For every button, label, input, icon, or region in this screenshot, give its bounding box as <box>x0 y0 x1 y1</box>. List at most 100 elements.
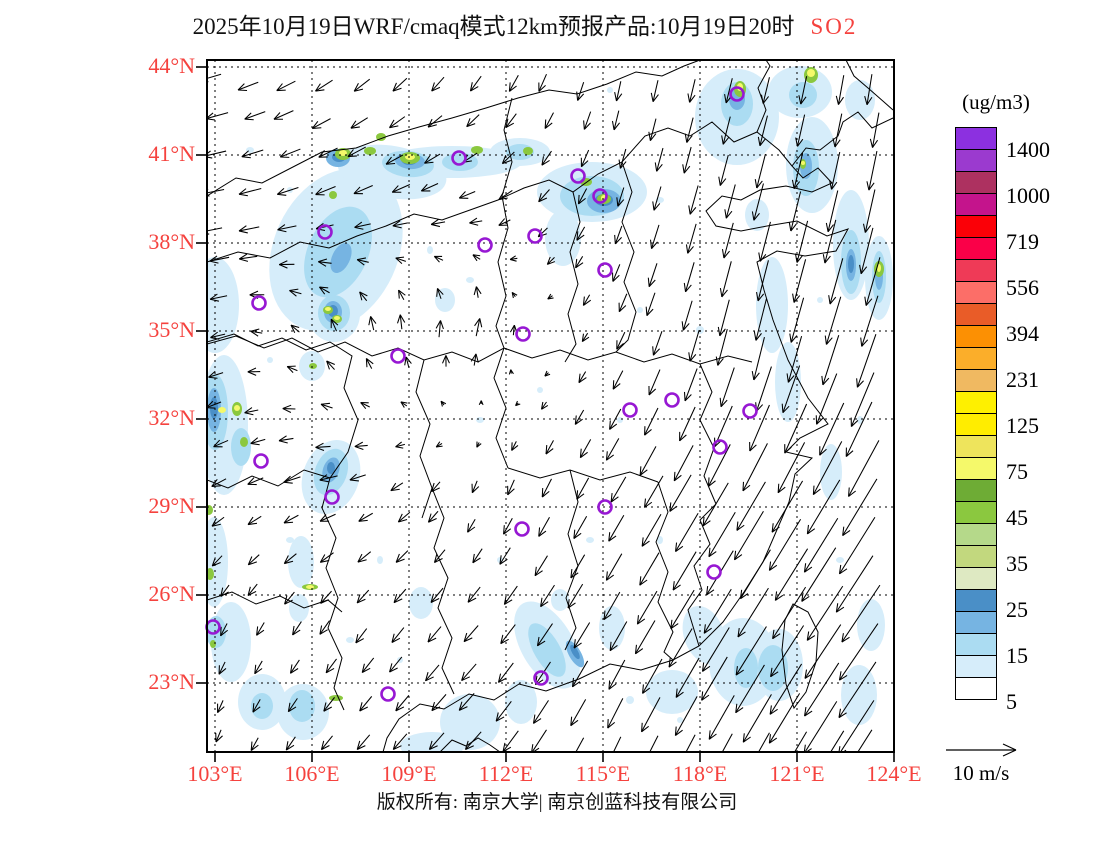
wind-arrow <box>574 409 585 425</box>
arrow-head <box>355 638 364 644</box>
arrow-head <box>250 330 259 337</box>
wind-arrow <box>857 729 873 752</box>
border-path <box>495 97 513 349</box>
arrow-head <box>315 222 324 230</box>
arrow-head <box>319 629 328 635</box>
arrow-head <box>425 676 434 682</box>
arrow-head <box>612 274 620 282</box>
arrow-head <box>683 165 691 174</box>
wind-arrow <box>247 583 258 596</box>
wind-arrow <box>570 699 587 726</box>
arrow-head <box>757 293 765 302</box>
wind-arrow <box>570 554 586 579</box>
wind-arrow <box>398 511 411 523</box>
arrow-head <box>688 352 691 362</box>
wind-arrow <box>430 587 444 603</box>
wind-arrow <box>356 734 371 750</box>
arrow-head <box>471 486 480 494</box>
wind-arrow <box>459 190 476 199</box>
arrow-head <box>573 642 582 649</box>
wind-arrow <box>392 77 408 92</box>
arrow-head <box>290 324 296 333</box>
arrow-head <box>386 162 396 165</box>
arrow-head <box>395 257 403 264</box>
wind-arrow <box>648 369 661 396</box>
wind-arrow <box>648 263 658 287</box>
arrow-head <box>838 564 842 574</box>
wind-arrow <box>646 292 656 316</box>
wind-arrow <box>213 439 229 448</box>
arrow-head <box>247 516 254 525</box>
arrow-head <box>829 180 833 190</box>
border-path <box>845 60 894 111</box>
arrow-head <box>573 639 576 649</box>
wind-arrow <box>653 186 662 211</box>
so2-patch <box>656 197 664 203</box>
arrow-head <box>239 258 249 262</box>
arrow-head <box>249 290 259 296</box>
arrow-head <box>749 444 757 452</box>
arrow-head <box>643 498 646 508</box>
wind-arrow <box>575 256 584 269</box>
wind-arrow <box>359 696 373 712</box>
wind-arrow <box>639 552 660 586</box>
arrow-head <box>796 255 803 263</box>
arrow-head <box>787 375 795 383</box>
arrow-head <box>278 440 288 444</box>
arrow-head <box>475 353 479 363</box>
y-axis-label: 29°N <box>148 493 195 518</box>
arrow-head <box>544 122 553 129</box>
arrow-head <box>276 83 283 91</box>
arrow-head <box>503 528 512 535</box>
arrow-head <box>829 296 837 305</box>
arrow-head <box>315 187 323 195</box>
arrow-head <box>605 571 608 581</box>
wind-arrow <box>613 110 620 131</box>
wind-arrow <box>250 737 259 751</box>
colorbar-value-label: 125 <box>1006 413 1039 438</box>
arrow-head <box>442 355 447 364</box>
arrow-head <box>430 598 440 603</box>
station-marker <box>251 295 267 311</box>
wind-arrow <box>834 113 843 148</box>
wind-arrow <box>652 80 659 102</box>
wind-arrow <box>354 444 368 447</box>
wind-arrow <box>438 320 442 338</box>
wind-arrow <box>463 625 479 642</box>
arrow-head <box>723 250 730 259</box>
arrow-head <box>283 515 290 524</box>
arrow-head <box>675 688 678 698</box>
wind-arrow <box>673 445 694 482</box>
arrow-head <box>250 437 259 444</box>
arrow-head <box>541 490 550 498</box>
arrow-head <box>315 83 321 92</box>
arrow-head <box>673 471 676 481</box>
arrow-head <box>389 667 398 673</box>
colorbar-cell <box>955 215 997 238</box>
colorbar-cell <box>955 655 997 678</box>
station-marker <box>390 348 406 364</box>
arrow-head <box>774 591 778 601</box>
arrow-head <box>804 669 808 679</box>
wind-arrow <box>806 479 841 535</box>
arrow-head <box>688 205 691 215</box>
arrow-head <box>463 632 468 642</box>
wind-arrow <box>277 186 299 195</box>
arrow-head <box>864 296 867 306</box>
arrow-head <box>719 328 726 337</box>
so2-patch <box>442 153 478 171</box>
arrow-head <box>458 701 463 711</box>
arrow-head <box>578 373 581 383</box>
arrow-head <box>742 481 745 491</box>
wind-arrow <box>278 437 294 442</box>
arrow-head <box>278 435 287 442</box>
wind-arrow <box>498 190 513 201</box>
wind-arrow <box>273 110 294 120</box>
arrow-head <box>719 178 727 186</box>
wind-arrow <box>702 482 729 527</box>
arrow-head <box>250 741 253 751</box>
arrow-head <box>252 706 261 713</box>
arrow-head <box>781 403 784 413</box>
arrow-head <box>538 197 548 203</box>
arrow-head <box>570 716 573 726</box>
